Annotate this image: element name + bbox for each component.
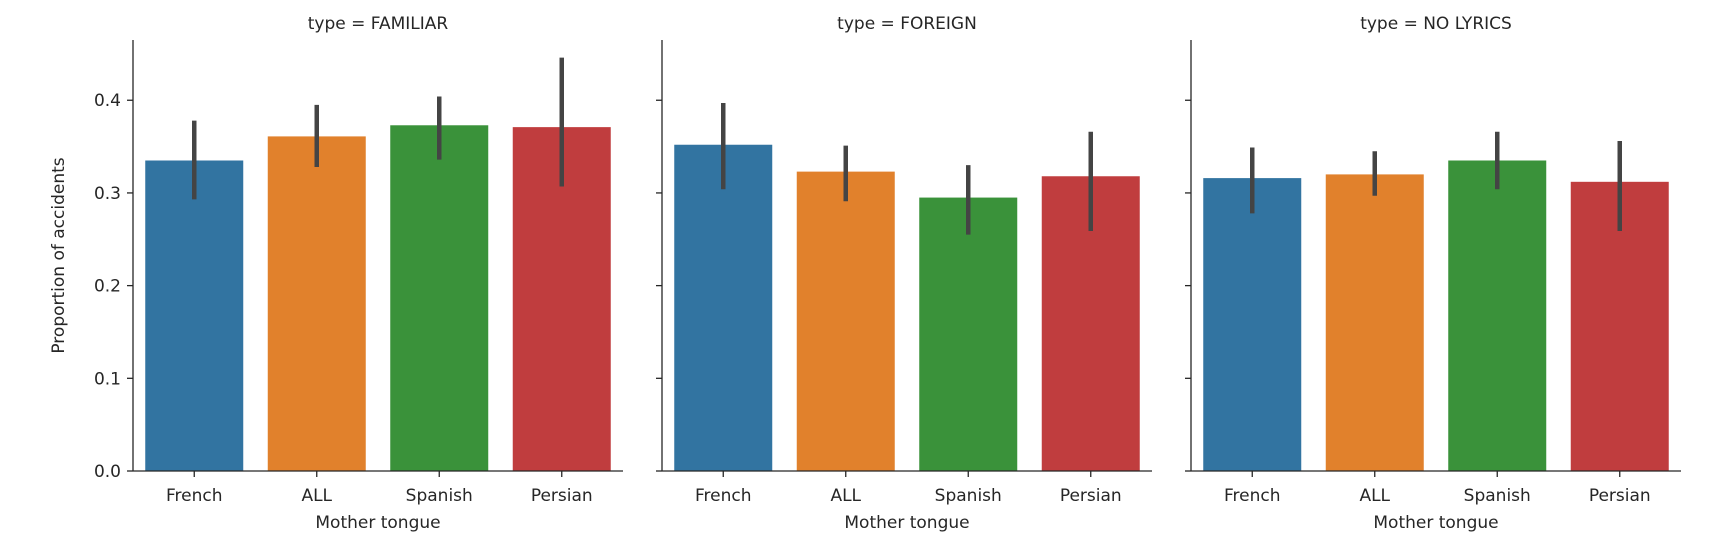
y-tick-label-4: 0.4: [94, 91, 121, 111]
x-tick-label-0-0: French: [166, 486, 223, 506]
panel-2-x-axis-label: Mother tongue: [1373, 513, 1498, 533]
bar-1-2: [919, 197, 1018, 471]
y-tick-label-0: 0.0: [94, 462, 121, 482]
panel-2-title: type = NO LYRICS: [1360, 14, 1512, 34]
x-tick-label-2-0: French: [1224, 486, 1281, 506]
panel-0: type = FAMILIAR French ALL Spanish Persian 0.…: [94, 14, 623, 533]
x-tick-label-1-3: Persian: [1060, 486, 1122, 506]
x-tick-label-2-3: Persian: [1589, 486, 1651, 506]
x-tick-label-1-1: ALL: [830, 486, 861, 506]
panel-1-title: type = FOREIGN: [837, 14, 977, 34]
x-tick-label-0-2: Spanish: [406, 486, 473, 506]
panel-1-x-axis-label: Mother tongue: [844, 513, 969, 533]
bar-2-0: [1203, 178, 1302, 471]
bar-0-0: [145, 160, 244, 471]
bar-0-1: [267, 136, 366, 472]
bar-1-0: [674, 144, 773, 471]
x-tick-label-1-0: French: [695, 486, 752, 506]
panel-0-x-axis-label: Mother tongue: [315, 513, 440, 533]
bar-1-1: [796, 171, 895, 472]
panel-0-title: type = FAMILIAR: [308, 14, 449, 34]
x-tick-label-1-2: Spanish: [935, 486, 1002, 506]
panel-2: type = NO LYRICS French ALL Spanish Persian M…: [1185, 14, 1681, 533]
bar-2-1: [1325, 174, 1424, 472]
x-tick-label-2-2: Spanish: [1464, 486, 1531, 506]
x-tick-label-0-3: Persian: [531, 486, 593, 506]
x-tick-label-2-1: ALL: [1359, 486, 1390, 506]
y-tick-label-3: 0.3: [94, 184, 121, 204]
y-tick-label-2: 0.2: [94, 277, 121, 297]
x-tick-label-0-1: ALL: [301, 486, 332, 506]
bar-2-2: [1448, 160, 1547, 471]
panel-1: type = FOREIGN French ALL Spanish Persian Mot…: [656, 14, 1152, 533]
y-axis-label: Proportion of accidents: [49, 157, 69, 353]
y-tick-label-1: 0.1: [94, 369, 121, 389]
bar-0-2: [390, 125, 489, 471]
